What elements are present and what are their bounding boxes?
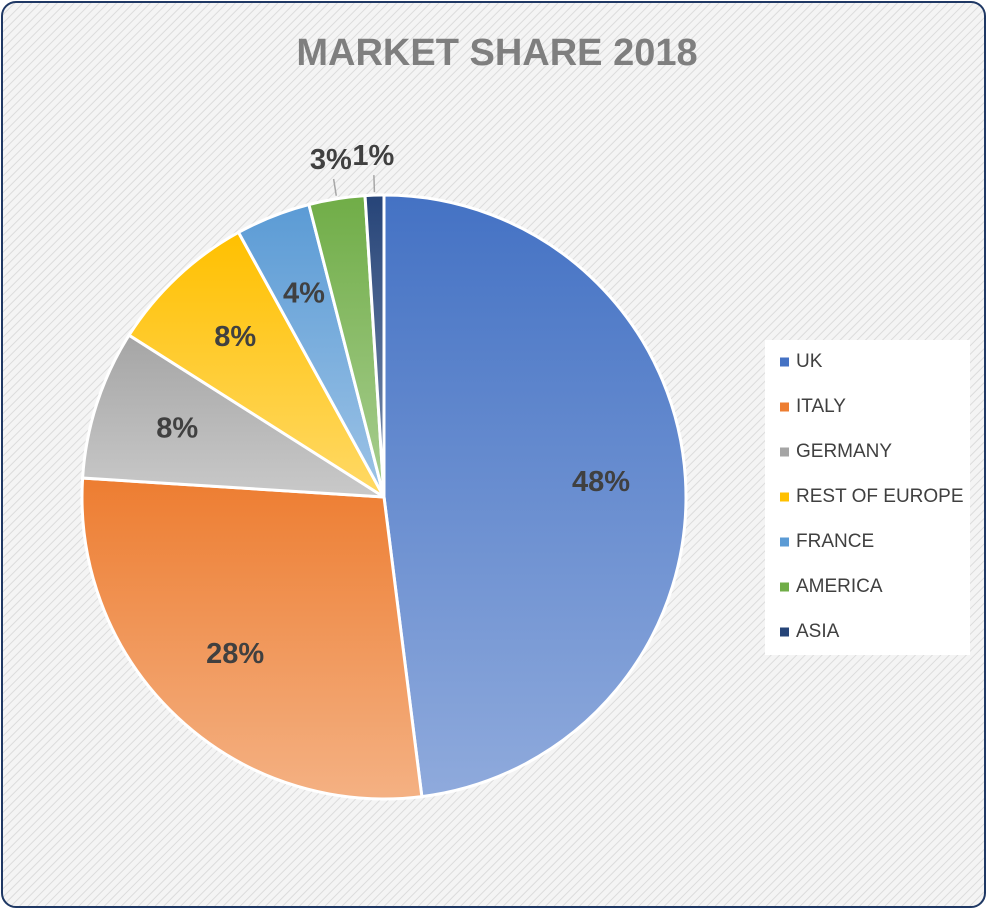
pie-slice — [382, 193, 688, 799]
data-label: 1% — [352, 140, 394, 172]
data-label: 3% — [310, 144, 352, 176]
pie-slice — [80, 476, 424, 801]
legend-label: ITALY — [796, 396, 846, 417]
data-label: 8% — [156, 412, 198, 444]
data-label: 48% — [572, 466, 630, 498]
pie-slice — [81, 333, 385, 499]
leader-line — [373, 175, 376, 193]
legend-box — [765, 340, 970, 655]
legend-swatch — [780, 357, 789, 367]
legend-swatch — [780, 627, 789, 637]
legend-label: ASIA — [796, 621, 840, 642]
legend-label: REST OF EUROPE — [796, 486, 964, 507]
legend-swatch — [780, 447, 789, 457]
legend-swatch — [780, 537, 789, 547]
chart-title: MARKET SHARE 2018 — [296, 32, 697, 74]
legend-label: AMERICA — [796, 576, 883, 597]
pie-slice — [126, 230, 386, 499]
data-label: 28% — [206, 638, 264, 670]
legend-label: UK — [796, 351, 823, 372]
legend-swatch — [780, 402, 789, 412]
leader-line — [332, 178, 338, 196]
legend-swatch — [780, 582, 789, 592]
legend-label: GERMANY — [796, 441, 892, 462]
data-label: 4% — [283, 277, 325, 309]
data-label: 8% — [214, 321, 256, 353]
legend-label: FRANCE — [796, 531, 874, 552]
pie-slice — [363, 193, 386, 498]
legend-swatch — [780, 492, 789, 502]
